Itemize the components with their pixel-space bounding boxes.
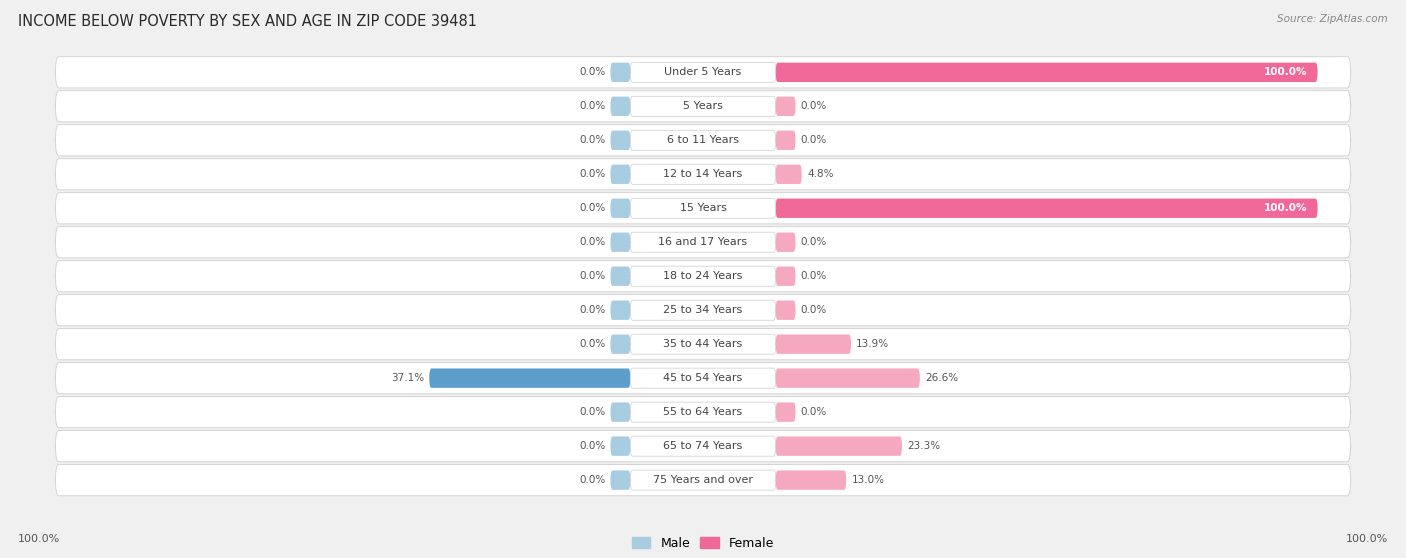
Text: 0.0%: 0.0% <box>801 305 827 315</box>
Text: 0.0%: 0.0% <box>579 271 605 281</box>
FancyBboxPatch shape <box>55 430 1351 462</box>
FancyBboxPatch shape <box>630 164 776 184</box>
FancyBboxPatch shape <box>55 329 1351 360</box>
Text: Under 5 Years: Under 5 Years <box>665 68 741 78</box>
Text: 100.0%: 100.0% <box>18 534 60 544</box>
Text: 26.6%: 26.6% <box>925 373 959 383</box>
FancyBboxPatch shape <box>55 124 1351 156</box>
FancyBboxPatch shape <box>610 199 630 218</box>
Text: 100.0%: 100.0% <box>1264 203 1308 213</box>
FancyBboxPatch shape <box>630 436 776 456</box>
FancyBboxPatch shape <box>776 470 846 490</box>
FancyBboxPatch shape <box>610 267 630 286</box>
FancyBboxPatch shape <box>776 131 796 150</box>
FancyBboxPatch shape <box>610 97 630 116</box>
FancyBboxPatch shape <box>610 334 630 354</box>
FancyBboxPatch shape <box>776 334 851 354</box>
FancyBboxPatch shape <box>429 368 630 388</box>
Text: 0.0%: 0.0% <box>579 441 605 451</box>
Text: 13.0%: 13.0% <box>852 475 884 485</box>
Text: 0.0%: 0.0% <box>579 475 605 485</box>
FancyBboxPatch shape <box>630 300 776 320</box>
FancyBboxPatch shape <box>610 131 630 150</box>
FancyBboxPatch shape <box>776 62 1317 82</box>
FancyBboxPatch shape <box>630 62 776 83</box>
Text: 0.0%: 0.0% <box>579 102 605 111</box>
FancyBboxPatch shape <box>55 193 1351 224</box>
FancyBboxPatch shape <box>776 97 796 116</box>
Text: 0.0%: 0.0% <box>579 407 605 417</box>
FancyBboxPatch shape <box>630 130 776 150</box>
FancyBboxPatch shape <box>776 436 903 456</box>
FancyBboxPatch shape <box>610 470 630 490</box>
Text: 0.0%: 0.0% <box>579 169 605 179</box>
Legend: Male, Female: Male, Female <box>627 532 779 555</box>
Text: 0.0%: 0.0% <box>579 339 605 349</box>
FancyBboxPatch shape <box>55 363 1351 394</box>
Text: 0.0%: 0.0% <box>579 237 605 247</box>
Text: 0.0%: 0.0% <box>801 271 827 281</box>
FancyBboxPatch shape <box>55 464 1351 496</box>
FancyBboxPatch shape <box>610 233 630 252</box>
Text: 25 to 34 Years: 25 to 34 Years <box>664 305 742 315</box>
FancyBboxPatch shape <box>630 334 776 354</box>
Text: 100.0%: 100.0% <box>1346 534 1388 544</box>
FancyBboxPatch shape <box>776 233 796 252</box>
FancyBboxPatch shape <box>55 158 1351 190</box>
Text: 12 to 14 Years: 12 to 14 Years <box>664 169 742 179</box>
FancyBboxPatch shape <box>776 267 796 286</box>
FancyBboxPatch shape <box>630 266 776 286</box>
FancyBboxPatch shape <box>610 62 630 82</box>
FancyBboxPatch shape <box>55 295 1351 326</box>
Text: Source: ZipAtlas.com: Source: ZipAtlas.com <box>1277 14 1388 24</box>
Text: 0.0%: 0.0% <box>801 407 827 417</box>
Text: 0.0%: 0.0% <box>579 68 605 78</box>
FancyBboxPatch shape <box>55 261 1351 292</box>
Text: 100.0%: 100.0% <box>1264 68 1308 78</box>
FancyBboxPatch shape <box>55 57 1351 88</box>
FancyBboxPatch shape <box>776 368 920 388</box>
FancyBboxPatch shape <box>55 397 1351 428</box>
FancyBboxPatch shape <box>610 301 630 320</box>
Text: 0.0%: 0.0% <box>801 237 827 247</box>
Text: 55 to 64 Years: 55 to 64 Years <box>664 407 742 417</box>
FancyBboxPatch shape <box>610 436 630 456</box>
FancyBboxPatch shape <box>630 232 776 252</box>
FancyBboxPatch shape <box>610 165 630 184</box>
FancyBboxPatch shape <box>630 470 776 490</box>
Text: 23.3%: 23.3% <box>907 441 941 451</box>
Text: 65 to 74 Years: 65 to 74 Years <box>664 441 742 451</box>
Text: INCOME BELOW POVERTY BY SEX AND AGE IN ZIP CODE 39481: INCOME BELOW POVERTY BY SEX AND AGE IN Z… <box>18 14 477 29</box>
Text: 45 to 54 Years: 45 to 54 Years <box>664 373 742 383</box>
FancyBboxPatch shape <box>610 402 630 422</box>
Text: 0.0%: 0.0% <box>579 135 605 145</box>
Text: 0.0%: 0.0% <box>579 305 605 315</box>
Text: 5 Years: 5 Years <box>683 102 723 111</box>
Text: 37.1%: 37.1% <box>391 373 425 383</box>
FancyBboxPatch shape <box>630 97 776 116</box>
FancyBboxPatch shape <box>55 227 1351 258</box>
FancyBboxPatch shape <box>776 199 1317 218</box>
FancyBboxPatch shape <box>55 90 1351 122</box>
FancyBboxPatch shape <box>630 402 776 422</box>
Text: 75 Years and over: 75 Years and over <box>652 475 754 485</box>
Text: 4.8%: 4.8% <box>807 169 834 179</box>
FancyBboxPatch shape <box>776 301 796 320</box>
Text: 6 to 11 Years: 6 to 11 Years <box>666 135 740 145</box>
FancyBboxPatch shape <box>776 402 796 422</box>
FancyBboxPatch shape <box>630 198 776 218</box>
FancyBboxPatch shape <box>630 368 776 388</box>
Text: 13.9%: 13.9% <box>856 339 890 349</box>
Text: 0.0%: 0.0% <box>801 135 827 145</box>
FancyBboxPatch shape <box>776 165 801 184</box>
Text: 35 to 44 Years: 35 to 44 Years <box>664 339 742 349</box>
Text: 18 to 24 Years: 18 to 24 Years <box>664 271 742 281</box>
Text: 16 and 17 Years: 16 and 17 Years <box>658 237 748 247</box>
Text: 0.0%: 0.0% <box>801 102 827 111</box>
Text: 0.0%: 0.0% <box>579 203 605 213</box>
Text: 15 Years: 15 Years <box>679 203 727 213</box>
